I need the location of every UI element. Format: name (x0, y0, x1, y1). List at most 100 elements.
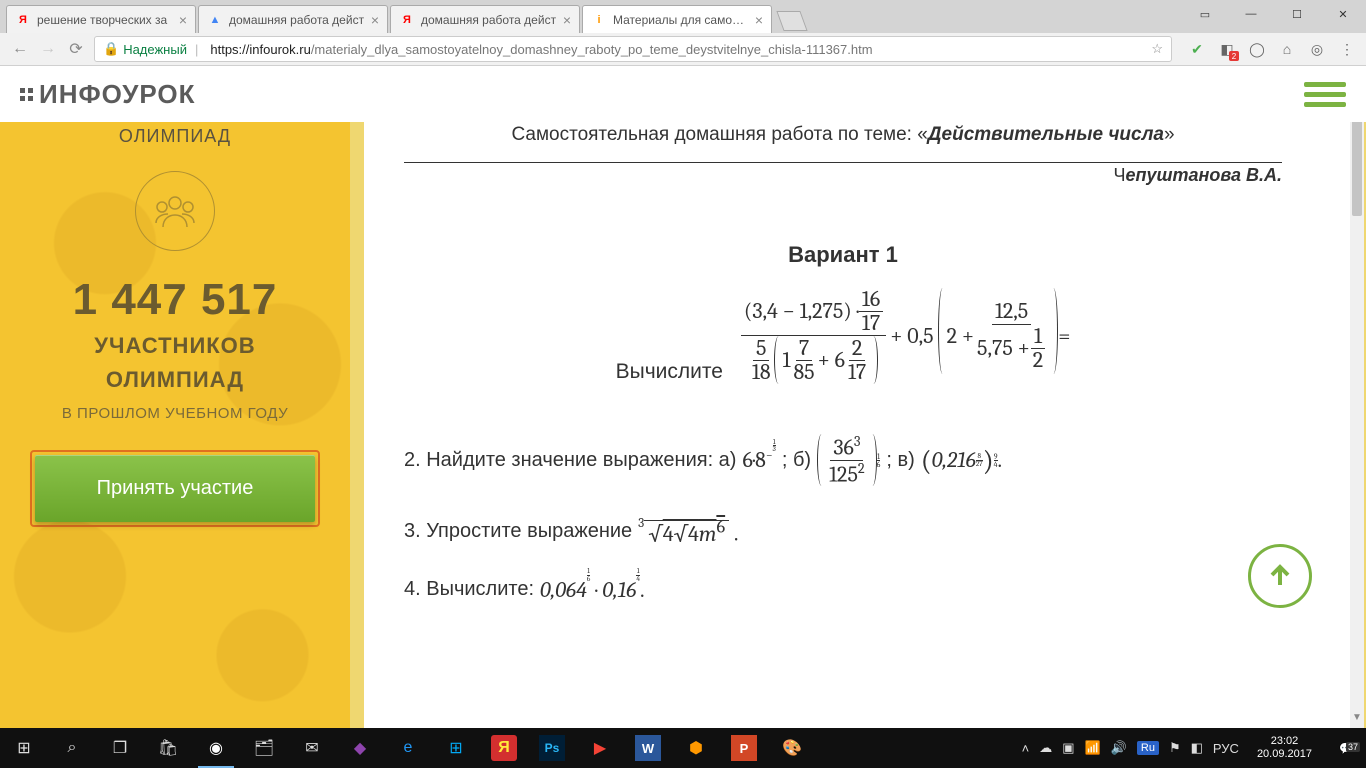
task-1-math: (3,4 − 1,275) · 1617 518 1785 + 6217 (741, 288, 1070, 384)
window-controls: ▭ — ☐ ✕ (1182, 0, 1366, 28)
forward-button[interactable]: → (38, 39, 58, 59)
edge-icon[interactable]: e (384, 728, 432, 768)
tab-0[interactable]: Я решение творческих за × (6, 5, 196, 33)
minimize-button[interactable]: — (1228, 0, 1274, 28)
paint-icon[interactable]: 🎨 (768, 728, 816, 768)
people-icon (135, 171, 215, 251)
chrome-icon[interactable]: ◉ (192, 728, 240, 768)
menu-hamburger[interactable] (1304, 82, 1346, 107)
ext-translate-icon[interactable]: ◧2 (1218, 40, 1236, 58)
ext-badge: 2 (1229, 51, 1239, 61)
address-bar-row: ← → ⟳ 🔒 Надежный | https://infourok.ru/m… (0, 33, 1366, 66)
task-4: 4. Вычислите: 0,06416 · 0,1614. (404, 577, 1282, 603)
scroll-to-top-button[interactable] (1248, 544, 1312, 608)
tab-2[interactable]: Я домашняя работа дейст × (390, 5, 580, 33)
notif-count: 37 (1346, 742, 1360, 752)
logo-text: ИНФОУРОК (39, 79, 196, 110)
menu-button[interactable]: ⋮ (1338, 40, 1356, 58)
sidebar-small: В ПРОШЛОМ УЧЕБНОМ ГОДУ (20, 405, 330, 422)
powerpoint-icon[interactable]: P (731, 735, 757, 761)
ext-home-icon[interactable]: ⌂ (1278, 40, 1296, 58)
tab-close-icon[interactable]: × (755, 12, 763, 28)
tray-volume-icon[interactable]: 🔊 (1111, 740, 1127, 756)
yandex-icon[interactable]: Я (491, 735, 517, 761)
tab-close-icon[interactable]: × (563, 12, 571, 28)
tray-battery-icon[interactable]: ▣ (1062, 740, 1074, 756)
tab-favicon: ▲ (207, 12, 223, 28)
clock-date: 20.09.2017 (1257, 748, 1312, 761)
sidebar-cta-wrap: Принять участие (30, 450, 320, 527)
tab-title: домашняя работа дейст (229, 13, 365, 27)
participate-button[interactable]: Принять участие (35, 455, 315, 522)
profile-icon[interactable]: ▭ (1182, 0, 1228, 28)
tray-chevron-icon[interactable]: ˄ (1022, 741, 1030, 756)
mail-icon[interactable]: ✉ (288, 728, 336, 768)
app-icon-2[interactable]: ⊞ (432, 728, 480, 768)
secure-label: Надежный (123, 42, 187, 57)
tray-app-icon[interactable]: ◧ (1191, 740, 1203, 756)
tray-lang-ru-icon[interactable]: Ru (1137, 741, 1159, 755)
system-tray: ˄ ☁ ▣ 📶 🔊 Ru ⚑ ◧ РУС 23:02 20.09.2017 💬3… (1022, 735, 1366, 761)
site-header: ИНФОУРОК (0, 66, 1366, 122)
address-bar[interactable]: 🔒 Надежный | https://infourok.ru/materia… (94, 36, 1172, 62)
youtube-icon[interactable]: ▶ (576, 728, 624, 768)
tray-network-icon[interactable]: 📶 (1085, 740, 1101, 756)
extension-icons: ✔ ◧2 ◯ ⌂ ◎ ⋮ (1188, 40, 1356, 58)
tray-lang-label[interactable]: РУС (1213, 741, 1239, 756)
task-2-sep-v: ; в) (886, 449, 914, 472)
maximize-button[interactable]: ☐ (1274, 0, 1320, 28)
variant-heading: Вариант 1 (404, 242, 1282, 268)
tab-close-icon[interactable]: × (179, 12, 187, 28)
task-1-label: Вычислите (616, 360, 723, 384)
browser-tabstrip: Я решение творческих за × ▲ домашняя раб… (0, 0, 1366, 33)
scroll-down-icon[interactable]: ▼ (1350, 712, 1364, 728)
task-2-sep-b: ; б) (782, 449, 811, 472)
url-text: https://infourok.ru/materialy_dlya_samos… (210, 42, 1151, 57)
site-logo[interactable]: ИНФОУРОК (20, 79, 196, 110)
tab-favicon: i (591, 12, 607, 28)
tray-defender-icon[interactable]: ⚑ (1169, 740, 1181, 756)
clock-time: 23:02 (1257, 735, 1312, 748)
sidebar-mid1: УЧАСТНИКОВ (20, 333, 330, 359)
start-button[interactable]: ⊞ (0, 728, 48, 768)
ext-zoom-icon[interactable]: ◎ (1308, 40, 1326, 58)
reload-button[interactable]: ⟳ (66, 39, 86, 59)
tab-favicon: Я (15, 12, 31, 28)
tab-close-icon[interactable]: × (371, 12, 379, 28)
task-3: 3. Упростите выражение 3√4√4m6 . (404, 516, 1282, 546)
close-window-button[interactable]: ✕ (1320, 0, 1366, 28)
doc-title: Самостоятельная домашняя работа по теме:… (404, 124, 1282, 146)
task-2b-math: 3631252 16 (817, 434, 880, 486)
addr-star[interactable]: ☆ (1151, 41, 1163, 57)
sidebar-mid2: ОЛИМПИАД (20, 367, 330, 393)
tab-favicon: Я (399, 12, 415, 28)
action-center-icon[interactable]: 💬37 (1330, 742, 1362, 755)
photoshop-icon[interactable]: Ps (539, 735, 565, 761)
word-icon[interactable]: W (635, 735, 661, 761)
ext-generic-icon[interactable]: ◯ (1248, 40, 1266, 58)
app-icon-1[interactable]: ◆ (336, 728, 384, 768)
page-scrollbar[interactable]: ▲ ▼ (1350, 66, 1364, 728)
lock-icon: 🔒 (103, 41, 119, 57)
tab-3-active[interactable]: i Материалы для самосто × (582, 5, 772, 33)
tab-1[interactable]: ▲ домашняя работа дейст × (198, 5, 388, 33)
store-icon[interactable]: 🛍 (144, 728, 192, 768)
document-area: Самостоятельная домашняя работа по теме:… (350, 122, 1366, 728)
app-icon-3[interactable]: ⬢ (672, 728, 720, 768)
ext-adguard-icon[interactable]: ✔ (1188, 40, 1206, 58)
sidebar-promo: ОЛИМПИАД 1 447 517 УЧАСТНИКОВ ОЛИМПИАД В… (0, 122, 350, 728)
tab-title: Материалы для самосто (613, 13, 749, 27)
explorer-icon[interactable]: 🗂 (240, 728, 288, 768)
task-1: Вычислите (3,4 − 1,275) · 1617 (404, 288, 1282, 384)
new-tab-button[interactable] (776, 11, 807, 31)
search-icon[interactable]: ⌕ (48, 728, 96, 768)
page-body: ОЛИМПИАД 1 447 517 УЧАСТНИКОВ ОЛИМПИАД В… (0, 122, 1366, 728)
taskview-icon[interactable]: ❐ (96, 728, 144, 768)
tray-cloud-icon[interactable]: ☁ (1039, 740, 1052, 756)
task-2a-math: 6·8−13 (742, 447, 775, 473)
back-button[interactable]: ← (10, 39, 30, 59)
tray-clock[interactable]: 23:02 20.09.2017 (1249, 735, 1320, 761)
tab-title: решение творческих за (37, 13, 173, 27)
taskbar: ⊞ ⌕ ❐ 🛍 ◉ 🗂 ✉ ◆ e ⊞ Я Ps ▶ W ⬢ P 🎨 ˄ ☁ ▣… (0, 728, 1366, 768)
task-3-math: 3√4√4m6 . (638, 516, 738, 546)
